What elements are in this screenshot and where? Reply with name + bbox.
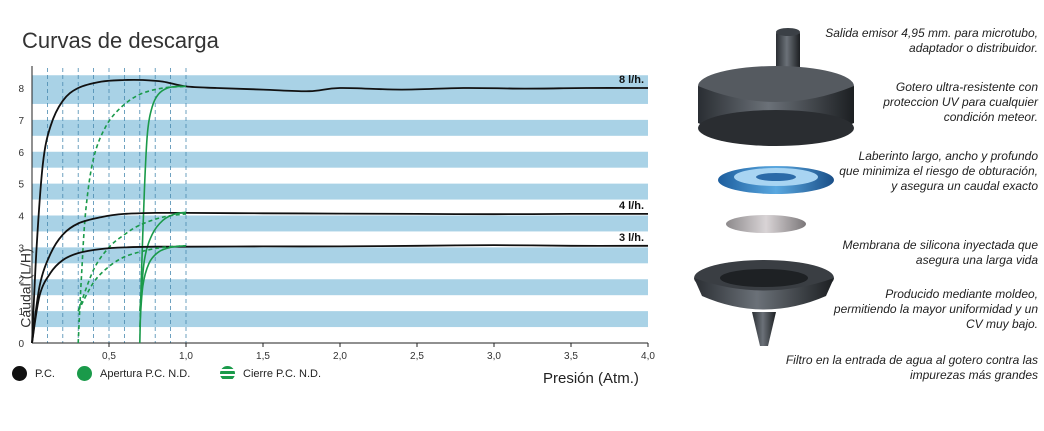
series-line-cierre-p-c-n-d — [77, 245, 187, 312]
legend-item-apertura: Apertura P.C. N.D. — [77, 366, 190, 381]
vertical-gridlines — [47, 68, 187, 343]
green-striped-dot-icon — [220, 366, 235, 381]
y-tick-label: 5 — [18, 180, 24, 191]
description-membrane: Membrana de silicona inyectada que asegu… — [842, 238, 1038, 267]
legend-label-apertura: Apertura P.C. N.D. — [100, 367, 191, 380]
y-tick-labels: 0 1 2 3 4 5 6 7 8 — [18, 84, 24, 350]
series-line-p-c — [31, 244, 649, 344]
y-tick-label: 3 — [18, 243, 24, 254]
description-labyrinth: Laberinto largo, ancho y profundo que mi… — [839, 149, 1038, 193]
discharge-curves-chart: 0 1 2 3 4 5 6 7 8 0,5 1,0 1,5 2,0 2,5 3,0 3,5 4,0 8 l/h… — [18, 66, 655, 362]
x-tick-label: 1,5 — [256, 351, 270, 362]
series-label: 3 l/h. — [619, 232, 644, 244]
legend-label-pc: P.C. — [35, 367, 55, 380]
series-line-p-c — [31, 78, 649, 344]
legend-label-cierre: Cierre P.C. N.D. — [243, 367, 322, 380]
description-molding: Producido mediante moldeo, permitiendo l… — [833, 287, 1038, 331]
x-tick-label: 2,0 — [333, 351, 347, 362]
x-tick-label: 1,0 — [179, 351, 193, 362]
series-label: 8 l/h. — [619, 74, 644, 86]
y-tick-label: 6 — [18, 148, 24, 159]
description-filter: Filtro en la entrada de agua al gotero c… — [785, 353, 1038, 382]
x-tick-labels: 0,5 1,0 1,5 2,0 2,5 3,0 3,5 4,0 — [102, 343, 655, 362]
x-tick-label: 3,0 — [487, 351, 501, 362]
y-tick-label: 8 — [18, 84, 24, 95]
black-dot-icon — [12, 366, 27, 381]
x-tick-label: 2,5 — [410, 351, 424, 362]
y-tick-label: 2 — [18, 275, 24, 286]
series-lines — [31, 78, 649, 344]
legend-item-cierre: Cierre P.C. N.D. — [220, 366, 321, 381]
series-line-p-c — [31, 211, 648, 344]
x-axis-label: Presión (Atm.) — [543, 370, 639, 387]
description-outlet: Salida emisor 4,95 mm. para microtubo, a… — [825, 26, 1038, 55]
green-dot-icon — [77, 366, 92, 381]
y-tick-label: 1 — [18, 307, 24, 318]
series-line-apertura-p-c-n-d — [139, 211, 187, 312]
series-line-cierre-p-c-n-d — [77, 85, 187, 344]
y-tick-label: 4 — [18, 212, 24, 223]
dripper-exploded-illustration — [694, 28, 854, 346]
series-labels: 8 l/h. 4 l/h. 3 l/h. — [619, 74, 644, 244]
series-label: 4 l/h. — [619, 200, 644, 212]
x-tick-label: 3,5 — [564, 351, 578, 362]
background-band — [32, 215, 648, 232]
y-tick-label: 7 — [18, 116, 24, 127]
legend-item-pc: P.C. — [12, 366, 55, 381]
series-line-cierre-p-c-n-d — [77, 213, 187, 312]
x-tick-label: 0,5 — [102, 351, 116, 362]
background-band — [32, 279, 648, 296]
description-uv: Gotero ultra-resistente con proteccion U… — [883, 80, 1038, 124]
chart-title: Curvas de descarga — [22, 28, 219, 53]
x-tick-label: 4,0 — [641, 351, 655, 362]
y-tick-label: 0 — [18, 339, 24, 350]
y-axis-label: Caudal (L/H) — [17, 248, 34, 328]
